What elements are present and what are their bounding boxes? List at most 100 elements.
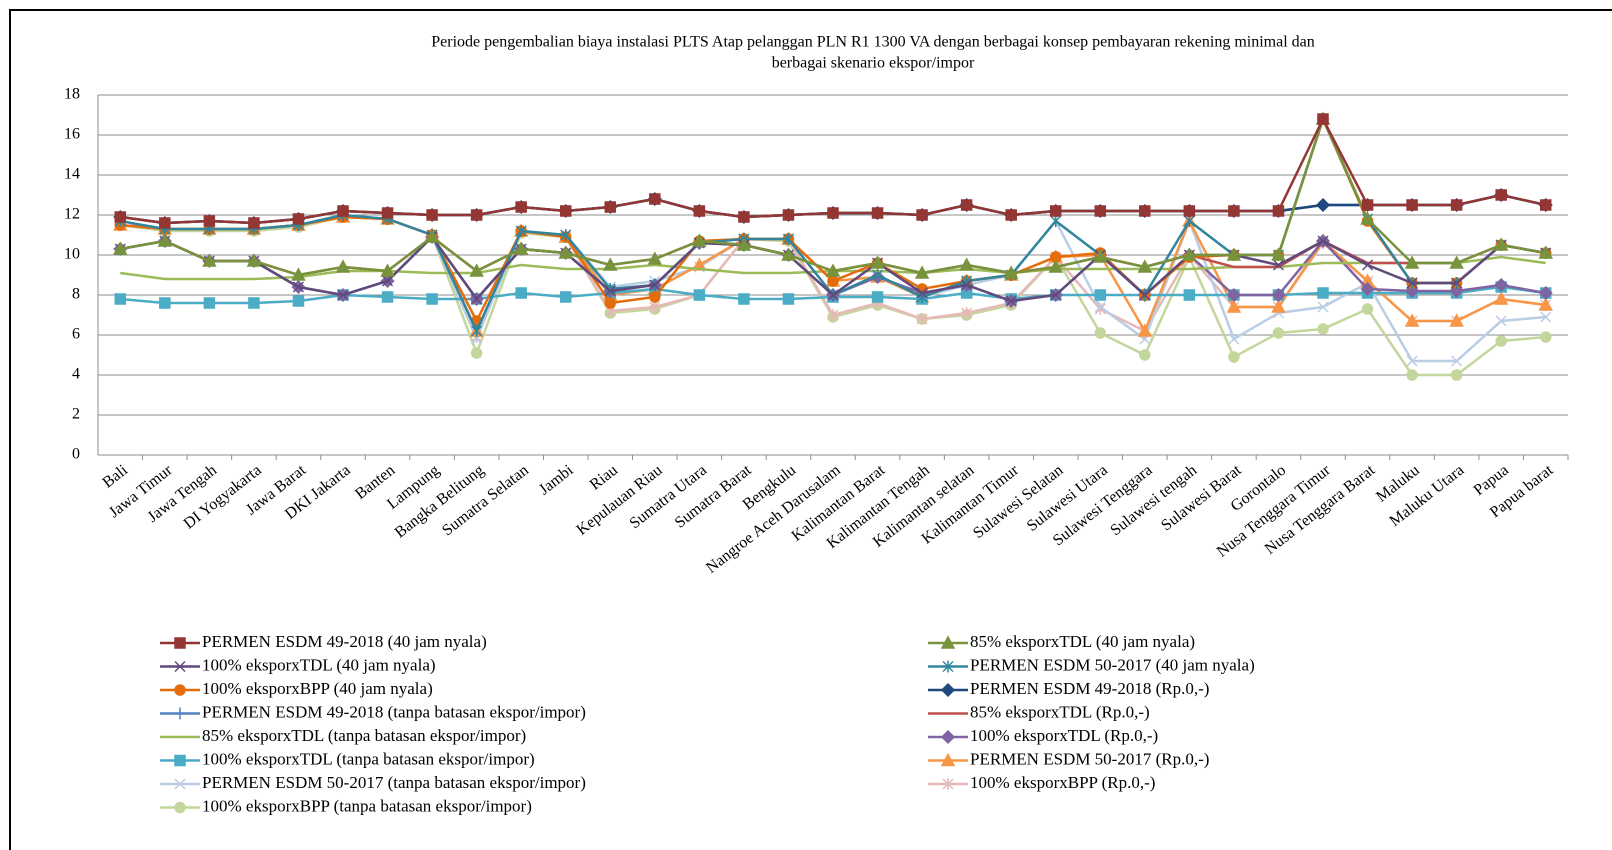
y-tick-label: 0 (72, 446, 80, 463)
marker (649, 279, 661, 291)
marker (1449, 313, 1464, 327)
marker (827, 309, 839, 321)
legend-label: PERMEN ESDM 50-2017 (40 jam nyala) (970, 655, 1255, 674)
y-tick-label: 14 (64, 166, 80, 183)
marker (1493, 237, 1509, 251)
y-tick-label: 12 (64, 206, 80, 223)
marker (1317, 287, 1329, 299)
legend-label: PERMEN ESDM 50-2017 (tanpa batasan ekspo… (202, 773, 586, 792)
marker (1449, 255, 1464, 269)
marker (1094, 327, 1107, 339)
marker (337, 205, 349, 217)
marker (738, 293, 750, 305)
marker (335, 259, 351, 273)
marker (1494, 277, 1509, 293)
marker (1137, 323, 1153, 337)
marker (291, 267, 306, 281)
legend-label: 85% eksporxTDL (tanpa batasan ekspor/imp… (202, 726, 526, 745)
legend-label: 100% eksporxBPP (Rp.0,-) (970, 773, 1155, 792)
marker (1540, 311, 1552, 323)
marker (1005, 295, 1017, 307)
marker (1228, 333, 1240, 345)
y-tick-label: 16 (64, 126, 80, 143)
legend-marker (942, 660, 954, 673)
marker (736, 237, 752, 251)
legend-marker (174, 754, 186, 767)
legend-label: PERMEN ESDM 50-2017 (Rp.0,-) (970, 749, 1209, 768)
marker (1495, 315, 1507, 327)
marker (1538, 285, 1553, 301)
marker (471, 293, 483, 305)
marker (424, 229, 440, 243)
marker (1094, 205, 1107, 217)
marker (916, 209, 928, 221)
marker (114, 293, 127, 305)
legend-marker (940, 729, 956, 745)
marker (1450, 199, 1463, 211)
marker (914, 265, 930, 279)
marker (1406, 355, 1418, 367)
legend-label: PERMEN ESDM 49-2018 (Rp.0,-) (970, 679, 1209, 698)
marker (1094, 289, 1107, 301)
y-tick-label: 10 (64, 246, 80, 263)
marker (1317, 235, 1329, 247)
marker (1538, 245, 1553, 259)
y-tick-label: 18 (64, 86, 80, 103)
marker (246, 253, 262, 267)
marker (692, 233, 707, 247)
marker (1315, 197, 1331, 213)
marker (1495, 189, 1507, 201)
marker (1094, 301, 1106, 313)
marker (1451, 355, 1463, 367)
marker (1450, 369, 1463, 381)
marker (1272, 259, 1284, 271)
legend-label: PERMEN ESDM 49-2018 (tanpa batasan ekspo… (202, 702, 586, 721)
marker (1360, 211, 1375, 225)
legend-label: 100% eksporxTDL (tanpa batasan ekspor/im… (202, 749, 535, 768)
marker (1404, 313, 1420, 327)
marker (827, 289, 839, 301)
marker (292, 281, 304, 293)
marker (827, 207, 839, 219)
marker (515, 287, 527, 299)
marker (1003, 265, 1019, 279)
marker (426, 293, 438, 305)
marker (961, 279, 973, 291)
legend-marker (174, 684, 186, 696)
marker (559, 205, 572, 217)
legend-marker (940, 752, 956, 767)
marker (872, 269, 884, 281)
marker (114, 211, 127, 223)
marker (1048, 259, 1063, 273)
marker (513, 241, 529, 255)
marker (1182, 247, 1197, 261)
marker (1493, 291, 1509, 305)
chart-title: Periode pengembalian biaya instalasi PLT… (431, 34, 1315, 51)
marker (1449, 283, 1464, 299)
legend-marker (174, 660, 186, 673)
marker (560, 229, 572, 241)
legend-label: 85% eksporxTDL (Rp.0,-) (970, 702, 1150, 721)
marker (1495, 335, 1507, 347)
marker (515, 201, 527, 213)
marker (380, 263, 395, 277)
marker (248, 297, 260, 309)
legend-label: 100% eksporxBPP (40 jam nyala) (202, 679, 433, 698)
marker (470, 209, 483, 221)
marker (649, 301, 661, 313)
marker (693, 289, 706, 301)
marker (1137, 259, 1153, 273)
marker (381, 207, 394, 219)
y-tick-label: 4 (72, 366, 80, 383)
y-tick-label: 8 (72, 286, 80, 303)
x-tick-label: Riau (587, 462, 621, 494)
marker (871, 207, 884, 219)
marker (1226, 247, 1242, 261)
marker (1361, 303, 1374, 315)
marker (1228, 205, 1240, 217)
marker (337, 289, 349, 301)
marker (1360, 281, 1375, 297)
marker (292, 295, 305, 307)
marker (649, 193, 661, 205)
marker (871, 291, 884, 303)
